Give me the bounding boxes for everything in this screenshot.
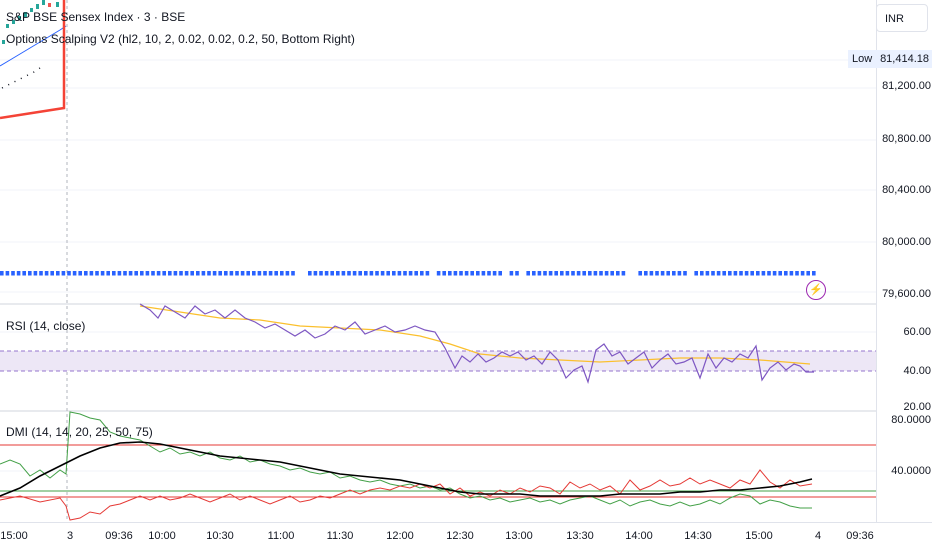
time-tick: 12:00: [386, 530, 414, 542]
low-value: 81,414.18: [876, 50, 932, 68]
rsi-tick: 20.00: [903, 401, 931, 413]
currency-selector[interactable]: INR: [876, 4, 928, 32]
time-tick: 13:00: [505, 530, 533, 542]
time-tick: 13:30: [566, 530, 594, 542]
red-trend-line: [0, 0, 66, 120]
time-tick: 09:36: [105, 530, 133, 542]
low-label: Low: [848, 50, 877, 68]
price-tick: 80,000.00: [882, 236, 931, 248]
price-tick: 79,600.00: [882, 288, 931, 300]
rsi-ma-line: [139, 305, 811, 365]
rsi-line: [139, 303, 814, 385]
price-candles: [2, 0, 59, 44]
time-tick: 09:36: [846, 530, 874, 542]
chart-canvas[interactable]: [0, 0, 876, 522]
time-tick: 10:00: [148, 530, 176, 542]
moving-average-line: [0, 25, 67, 67]
time-tick: 10:30: [206, 530, 234, 542]
time-tick: 12:30: [446, 530, 474, 542]
trail-dots: [1, 67, 41, 89]
chart-title[interactable]: S&P BSE Sensex Index · 3 · BSE: [6, 10, 186, 24]
price-tick: 80,800.00: [882, 133, 931, 145]
time-tick: 11:30: [326, 530, 354, 542]
time-tick: 15:00: [745, 530, 773, 542]
chart-area[interactable]: S&P BSE Sensex Index · 3 · BSE Options S…: [0, 0, 876, 522]
lightning-icon[interactable]: ⚡: [806, 280, 826, 300]
dmi-legend[interactable]: DMI (14, 14, 20, 25, 50, 75): [6, 425, 153, 439]
dmi-tick: 80.0000: [891, 414, 931, 426]
signal-dots-row: [0, 271, 816, 276]
time-tick: 15:00: [0, 530, 28, 542]
rsi-tick: 40.00: [903, 365, 931, 377]
dmi-tick: 40.0000: [891, 465, 931, 477]
minus-di-line: [0, 469, 813, 521]
time-tick: 4: [814, 530, 822, 542]
time-axis[interactable]: 15:00 3 09:36 10:00 10:30 11:00 11:30 12…: [0, 522, 932, 551]
time-tick: 14:00: [625, 530, 653, 542]
time-tick: 3: [66, 530, 74, 542]
time-tick: 11:00: [267, 530, 295, 542]
price-tick: 81,200.00: [882, 80, 931, 92]
rsi-legend[interactable]: RSI (14, close): [6, 319, 86, 333]
time-tick: 14:30: [684, 530, 712, 542]
adx-line: [0, 441, 813, 497]
price-tick: 80,400.00: [882, 184, 931, 196]
rsi-band: [0, 351, 876, 371]
indicator-legend[interactable]: Options Scalping V2 (hl2, 10, 2, 0.02, 0…: [6, 32, 355, 46]
price-axis[interactable]: 81,200.00 80,800.00 80,400.00 80,000.00 …: [876, 0, 932, 522]
rsi-tick: 60.00: [903, 326, 931, 338]
